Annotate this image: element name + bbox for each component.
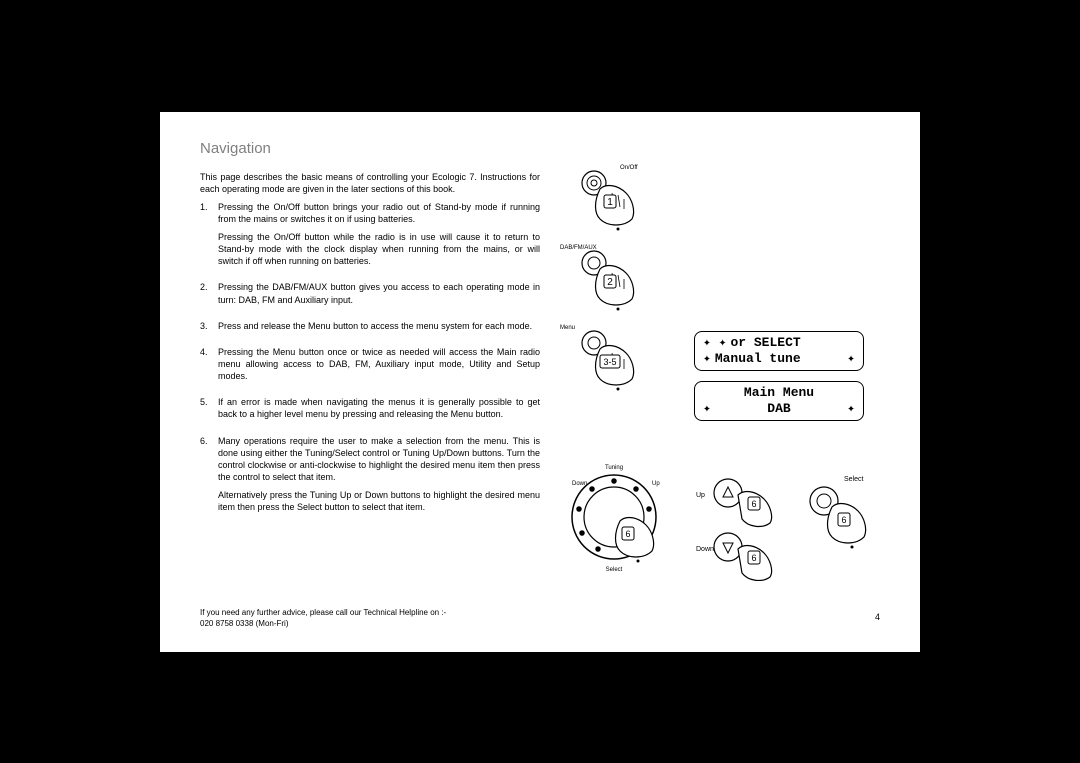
dabfmaux-label: DAB/FM/AUX — [560, 245, 597, 251]
step-text: Alternatively press the Tuning Up or Dow… — [218, 489, 540, 513]
callout-35: 3-5 — [603, 357, 616, 367]
step-4: 4. Pressing the Menu button once or twic… — [200, 346, 540, 382]
svg-text:Select: Select — [606, 567, 623, 573]
diamond-icon: ✦ ✦ — [703, 335, 726, 351]
lcd-text: Manual tune — [711, 351, 847, 367]
lcd-text: or SELECT — [726, 335, 855, 351]
step-text: Pressing the Menu button once or twice a… — [218, 347, 540, 381]
lcd-text: DAB — [711, 401, 847, 417]
svg-text:Down: Down — [696, 546, 714, 553]
intro-text: This page describes the basic means of c… — [200, 171, 540, 195]
text-column: This page describes the basic means of c… — [200, 171, 540, 528]
step-text: Press and release the Menu button to acc… — [218, 321, 532, 331]
step-num: 4. — [200, 346, 208, 358]
step-text: Pressing the On/Off button while the rad… — [218, 231, 540, 267]
page-number: 4 — [875, 612, 880, 622]
manual-page: Navigation This page describes the basic… — [160, 112, 920, 652]
step-num: 5. — [200, 396, 208, 408]
step-text: If an error is made when navigating the … — [218, 397, 540, 419]
press-diagrams: On/Off 1 DAB/FM/AUX — [564, 165, 654, 405]
step-num: 2. — [200, 281, 208, 293]
lcd-screen-2: Main Menu ✦ DAB ✦ — [694, 381, 864, 421]
svg-text:6: 6 — [625, 529, 630, 539]
diamond-icon: ✦ — [847, 401, 855, 417]
diamond-icon: ✦ — [847, 351, 855, 367]
lcd-screen-1: ✦ ✦ or SELECT ✦ Manual tune ✦ — [694, 331, 864, 371]
step-text: Pressing the On/Off button brings your r… — [218, 202, 540, 224]
page-title: Navigation — [200, 140, 880, 157]
footer-line2: 020 8758 0338 (Mon-Fri) — [200, 618, 446, 629]
svg-text:6: 6 — [841, 515, 846, 525]
menu-label: Menu — [560, 325, 575, 331]
svg-text:Up: Up — [696, 492, 705, 499]
lcd-text: Main Menu — [703, 385, 855, 401]
svg-text:6: 6 — [751, 553, 756, 563]
step-2: 2. Pressing the DAB/FM/AUX button gives … — [200, 281, 540, 305]
select-diagram: Select 6 — [794, 471, 884, 563]
step-5: 5. If an error is made when navigating t… — [200, 396, 540, 420]
hand-press-icon: 1 — [564, 165, 654, 235]
svg-text:Select: Select — [844, 476, 864, 483]
callout-2: 2 — [607, 277, 613, 288]
step-text: Pressing the DAB/FM/AUX button gives you… — [218, 282, 540, 304]
step-text: Many operations require the user to make… — [218, 436, 540, 482]
footer-line1: If you need any further advice, please c… — [200, 607, 446, 618]
step-num: 1. — [200, 201, 208, 213]
svg-text:6: 6 — [751, 499, 756, 509]
diagram-column: On/Off 1 DAB/FM/AUX — [564, 171, 880, 528]
step-3: 3. Press and release the Menu button to … — [200, 320, 540, 332]
select-icon: Select 6 — [794, 471, 884, 561]
diamond-icon: ✦ — [703, 401, 711, 417]
diamond-icon: ✦ — [703, 351, 711, 367]
footer-help: If you need any further advice, please c… — [200, 607, 446, 629]
step-1: 1. Pressing the On/Off button brings you… — [200, 201, 540, 268]
step-6: 6. Many operations require the user to m… — [200, 435, 540, 514]
content-row: This page describes the basic means of c… — [200, 171, 880, 528]
onoff-label: On/Off — [620, 165, 638, 171]
dial-icon: Tuning Down Up Select 6 — [564, 461, 684, 581]
updown-icon: Up Down 6 6 — [694, 471, 794, 581]
callout-1: 1 — [607, 197, 613, 208]
svg-text:Tuning: Tuning — [605, 465, 623, 471]
step-num: 3. — [200, 320, 208, 332]
steps-list: 1. Pressing the On/Off button brings you… — [200, 201, 540, 514]
hand-press-icon: 3-5 — [564, 325, 654, 395]
lcd-displays: ✦ ✦ or SELECT ✦ Manual tune ✦ Main Menu — [694, 331, 864, 431]
tuning-dial-diagram: Tuning Down Up Select 6 — [564, 461, 684, 583]
updown-diagram: Up Down 6 6 — [694, 471, 794, 583]
step-num: 6. — [200, 435, 208, 447]
svg-text:Up: Up — [652, 481, 660, 487]
hand-press-icon: 2 — [564, 245, 654, 315]
